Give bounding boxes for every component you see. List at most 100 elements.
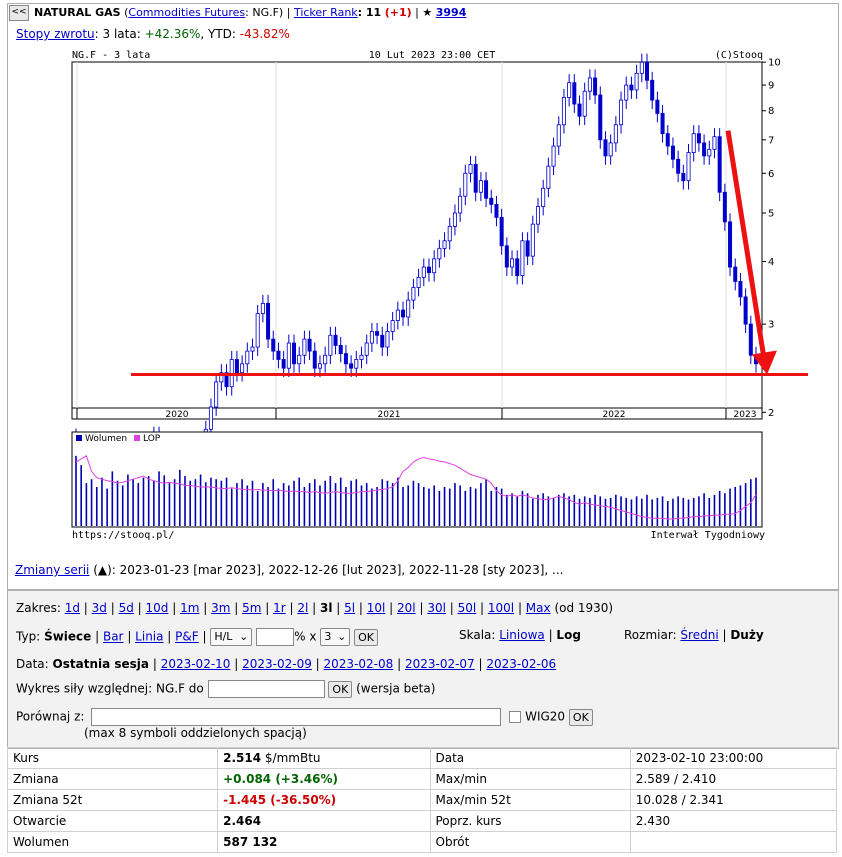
candle-body: [328, 334, 333, 356]
volume-bar: [256, 490, 259, 526]
candle-body: [655, 99, 660, 114]
volume-bar: [339, 477, 342, 526]
legend-lop: LOP: [143, 434, 161, 444]
type-ok-button[interactable]: OK: [354, 628, 379, 646]
hl-select[interactable]: H/L ⌄: [210, 628, 253, 646]
scale-label: Skala:: [459, 628, 496, 642]
volume-bar: [127, 474, 129, 526]
range-5m-link[interactable]: 5m: [242, 601, 262, 615]
range-1r-link[interactable]: 1r: [273, 601, 286, 615]
compare-ok-button[interactable]: OK: [568, 708, 593, 726]
type-line-link[interactable]: Linia: [135, 629, 164, 644]
relative-ok-button[interactable]: OK: [328, 680, 353, 698]
returns-line: Stopy zwrotu: 3 lata: +42.36%, YTD: -43.…: [16, 27, 290, 41]
candle-body: [504, 245, 509, 268]
pct-input[interactable]: [256, 628, 295, 646]
volume-bar: [121, 485, 124, 526]
returns-link[interactable]: Stopy zwrotu: [16, 27, 95, 41]
series-changes-link[interactable]: Zmiany serii: [15, 563, 90, 577]
volume-bar: [397, 477, 399, 526]
volume-bar: [500, 488, 503, 526]
stats-row: Otwarcie 2.464 Poprz. kurs 2.430: [6, 810, 838, 832]
stat-label: Kurs: [6, 747, 219, 769]
range-3m-link[interactable]: 3m: [211, 601, 231, 615]
stat-label-text: Zmiana 52t: [13, 793, 83, 807]
range-30l-link[interactable]: 30l: [427, 601, 446, 615]
volume-bar: [537, 494, 539, 526]
volume-bar: [485, 479, 487, 526]
candle-body: [608, 142, 613, 157]
pct-label: % x: [294, 629, 317, 644]
wig20-checkbox[interactable]: [509, 711, 522, 723]
candle-body: [276, 350, 281, 360]
type-pf-link[interactable]: P&F: [175, 629, 199, 644]
volume-bar: [329, 476, 332, 526]
candle-body: [613, 124, 618, 144]
candle-body: [598, 94, 603, 141]
candle-body: [442, 240, 447, 249]
y-tick-label: 5: [768, 208, 774, 219]
candle-body: [260, 302, 265, 314]
date-link[interactable]: 2023-02-07: [404, 657, 475, 671]
ticker-rank-link[interactable]: Ticker Rank: [293, 6, 358, 19]
volume-bar: [677, 496, 679, 526]
volume-bar: [713, 494, 716, 526]
multiplier-select[interactable]: 3 ⌄: [320, 628, 351, 646]
stars-count-link[interactable]: 3994: [435, 6, 467, 19]
legend-swatch-volume: [76, 435, 82, 441]
stats-row: Zmiana +0.084 (+3.46%) Max/min 2.589 / 2.41…: [6, 768, 838, 790]
candle-body: [619, 99, 624, 126]
volume-bar: [80, 465, 82, 526]
volume-bar: [755, 477, 757, 526]
range-10d-link[interactable]: 10d: [145, 601, 169, 615]
stat-label-text: Max/min 52t: [435, 793, 511, 807]
volume-bar: [101, 477, 103, 526]
size-medium-link[interactable]: Średni: [680, 628, 719, 642]
candle-body: [359, 354, 364, 360]
date-link[interactable]: 2023-02-10: [160, 657, 231, 671]
rank-value: : 11: [357, 6, 382, 19]
relative-input[interactable]: [207, 680, 325, 698]
scale-active: Log: [556, 628, 581, 642]
type-bar-link[interactable]: Bar: [102, 629, 124, 644]
stat-label: Wolumen: [6, 831, 219, 853]
volume-bar: [371, 488, 373, 526]
stat-label: Obrót: [429, 831, 631, 853]
range-2l-link[interactable]: 2l: [297, 601, 309, 615]
range-1d-link[interactable]: 1d: [64, 601, 80, 615]
range-max-link[interactable]: Max: [525, 601, 551, 615]
compare-input[interactable]: [91, 708, 502, 726]
date-link[interactable]: 2023-02-06: [486, 657, 557, 671]
volume-bar: [303, 487, 306, 526]
legend-swatch-lop: [134, 435, 140, 441]
range-10l-link[interactable]: 10l: [366, 601, 386, 615]
x-tick-label: 2020: [166, 410, 189, 420]
date-link[interactable]: 2023-02-08: [323, 657, 394, 671]
candle-body: [286, 342, 291, 369]
range-100l-link[interactable]: 100l: [487, 601, 515, 615]
candle-body: [644, 61, 649, 81]
range-50l-link[interactable]: 50l: [457, 601, 477, 615]
volume-bar: [708, 497, 711, 526]
category-link[interactable]: Commodities Futures: [128, 6, 246, 19]
volume-bar: [251, 480, 254, 526]
data-label: Data:: [16, 657, 49, 671]
range-5l-link[interactable]: 5l: [344, 601, 356, 615]
compare-label: Porównaj z:: [16, 709, 85, 724]
y-tick-label: 4: [768, 257, 774, 268]
volume-bar: [542, 493, 544, 526]
scale-linear-link[interactable]: Liniowa: [499, 628, 545, 642]
y-tick-label: 9: [768, 81, 774, 92]
date-link[interactable]: 2023-02-09: [242, 657, 312, 671]
volume-bar: [646, 494, 648, 526]
range-3d-link[interactable]: 3d: [91, 601, 107, 615]
star-icon: ★: [422, 6, 433, 19]
stat-value: 2.464: [217, 810, 431, 832]
back-button[interactable]: <<: [9, 5, 29, 21]
range-1m-link[interactable]: 1m: [180, 601, 200, 615]
candle-body: [686, 152, 691, 182]
volume-bar: [85, 483, 88, 526]
range-20l-link[interactable]: 20l: [397, 601, 416, 615]
volume-bar: [230, 488, 233, 526]
range-5d-link[interactable]: 5d: [118, 601, 134, 615]
